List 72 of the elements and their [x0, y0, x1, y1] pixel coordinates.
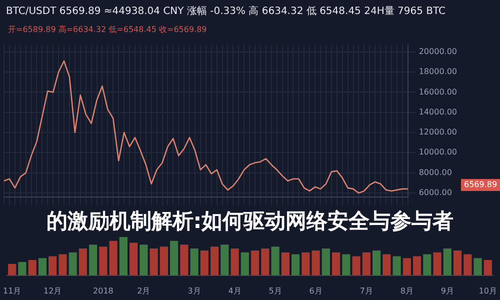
- bar: [302, 252, 310, 276]
- bar: [433, 252, 442, 276]
- bar: [18, 262, 26, 276]
- bar: [28, 260, 36, 276]
- bar: [412, 256, 422, 276]
- bar: [251, 250, 260, 276]
- chart-subtitle: BTC/USDT 6569.89 ≈44938.04 CNY 涨幅 -0.33% 高 6634.32 低 6548.45 24H量 7965 BTC: [5, 4, 447, 19]
- x-tick-label: 10月: [478, 286, 497, 296]
- chart-title: 的激励机制解析:如何驱动网络安全与参与者: [45, 208, 455, 235]
- bar: [443, 248, 452, 276]
- bar: [484, 260, 492, 276]
- bar: [109, 240, 118, 276]
- x-tick-label: 11月: [3, 286, 22, 296]
- bar: [220, 244, 229, 276]
- bar: [392, 256, 401, 276]
- x-tick-label: 6月: [309, 286, 322, 296]
- x-tick-label: 9月: [440, 286, 454, 296]
- bar: [99, 246, 108, 276]
- x-tick-label: 8月: [400, 286, 414, 296]
- bar: [8, 264, 16, 276]
- bar: [68, 252, 77, 276]
- x-tick-label: 2018: [93, 286, 114, 296]
- bar: [210, 246, 219, 276]
- bar: [372, 250, 381, 276]
- bar: [271, 246, 280, 276]
- bar: [119, 237, 128, 276]
- x-tick-label: 7月: [360, 286, 373, 296]
- bar: [474, 258, 482, 276]
- bar: [423, 254, 432, 276]
- y-tick-label: 8000.00: [418, 168, 452, 177]
- bar: [78, 248, 88, 276]
- bar: [342, 254, 350, 276]
- bar: [322, 248, 330, 276]
- text: 开=6589.89 高=6634.32 低=6548.45 收=6569.89: [7, 24, 208, 36]
- bar: [312, 250, 320, 276]
- y-tick-label: 12000.00: [418, 128, 457, 137]
- x-tick-label: 12月: [44, 286, 62, 296]
- bar: [362, 252, 370, 276]
- x-tick-label: 3月: [188, 286, 201, 296]
- bar: [230, 248, 239, 276]
- bar: [190, 248, 198, 276]
- x-tick-label: 2月: [137, 286, 150, 296]
- y-tick-label: 20000.00: [418, 46, 457, 56]
- x-tick-label: 4月: [228, 286, 242, 296]
- bar: [292, 254, 300, 276]
- bar: [140, 244, 148, 276]
- y-tick-label: 18000.00: [418, 67, 457, 76]
- y-tick-label: 14000.00: [418, 107, 457, 116]
- bar: [281, 252, 290, 276]
- x-tick-label: 5月: [268, 286, 282, 296]
- bar: [200, 250, 208, 276]
- bar: [261, 248, 270, 276]
- bar: [332, 252, 340, 276]
- bar: [464, 254, 472, 276]
- bar: [382, 254, 391, 276]
- bar: [48, 256, 57, 276]
- bar: [150, 248, 158, 276]
- y-tick-label: 6000.00: [418, 188, 452, 198]
- bar: [402, 258, 411, 276]
- bar: [453, 250, 462, 276]
- bar: [170, 240, 178, 276]
- bar: [38, 258, 47, 276]
- bar: [58, 254, 67, 276]
- bar: [89, 244, 98, 276]
- bar: [352, 256, 360, 276]
- bar: [180, 244, 188, 276]
- bar: [130, 242, 138, 276]
- bar: [240, 252, 249, 276]
- text: 6569.89: [464, 180, 498, 190]
- bar: [160, 246, 168, 276]
- y-tick-label: 10000.00: [418, 148, 457, 157]
- y-tick-label: 16000.00: [418, 87, 457, 96]
